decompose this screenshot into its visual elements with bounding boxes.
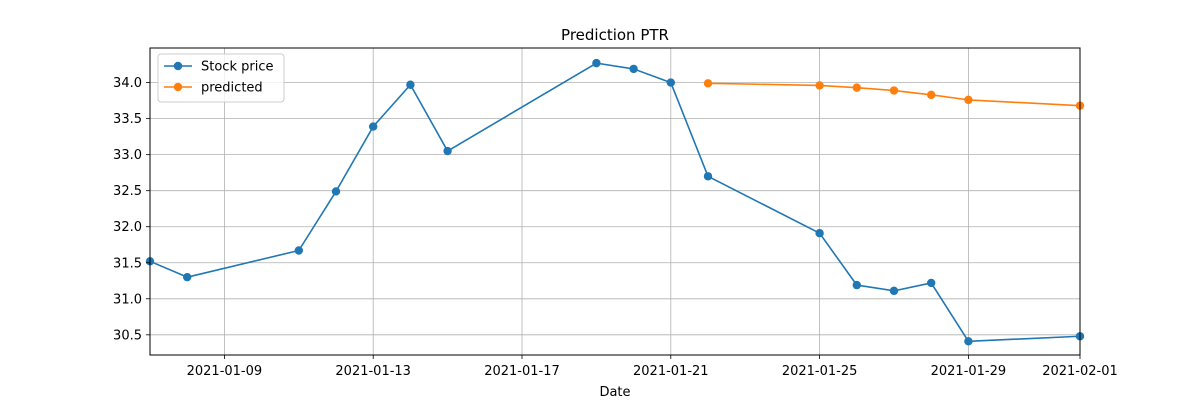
series-1: [703, 79, 1085, 110]
x-tick-label: 2021-02-01: [1042, 364, 1118, 379]
legend-marker: [173, 61, 183, 71]
chart-title: Prediction PTR: [561, 26, 669, 44]
data-point: [852, 280, 861, 290]
y-tick-label: 31.5: [113, 256, 142, 271]
data-point: [889, 86, 899, 95]
data-point: [815, 81, 824, 90]
series-layer: [145, 58, 1085, 346]
legend-marker: [173, 82, 183, 92]
y-tick-label: 33.5: [113, 112, 142, 127]
plot-frame: [149, 47, 1081, 356]
data-point: [964, 95, 973, 105]
x-tick-label: 2021-01-21: [633, 364, 709, 379]
data-point: [666, 78, 675, 87]
series-0: [145, 58, 1085, 346]
data-point: [889, 286, 899, 296]
series-line: [149, 62, 1081, 343]
data-point: [852, 83, 861, 92]
legend-label: predicted: [201, 81, 263, 96]
data-point: [294, 246, 303, 255]
data-point: [927, 90, 936, 100]
x-tick-label: 2021-01-09: [187, 364, 263, 379]
data-point: [443, 146, 452, 156]
data-point: [331, 187, 341, 196]
x-tick-label: 2021-01-17: [484, 364, 560, 379]
legend-item: Stock price: [164, 60, 273, 75]
y-tick-label: 31.0: [113, 292, 142, 307]
data-point: [369, 122, 378, 131]
x-axis-ticks: 2021-01-09 2021-01-13 2021-01-17 2021-01-21…: [187, 355, 1118, 379]
legend-item: predicted: [164, 81, 263, 96]
x-tick-label: 2021-01-29: [931, 364, 1007, 379]
data-point: [406, 80, 415, 89]
data-point: [703, 172, 713, 181]
data-point: [815, 229, 824, 238]
y-axis-ticks: 30.5 31.0 31.5 32.0 32.5 33.0 33.5 34.0: [113, 76, 150, 343]
data-point: [964, 337, 973, 346]
legend-label: Stock price: [201, 60, 273, 75]
data-point: [927, 278, 936, 288]
data-point: [703, 79, 713, 88]
y-tick-label: 32.5: [113, 184, 142, 199]
x-tick-label: 2021-01-13: [335, 364, 411, 379]
data-point: [183, 272, 192, 282]
data-point: [629, 64, 638, 74]
grid-lines: [150, 48, 1081, 355]
x-tick-label: 2021-01-25: [782, 364, 858, 379]
y-tick-label: 30.5: [113, 328, 142, 343]
y-tick-label: 34.0: [113, 76, 142, 91]
data-point: [592, 58, 601, 68]
legend: Stock price predicted: [157, 53, 285, 103]
y-tick-label: 32.0: [113, 220, 142, 235]
x-axis-title: Date: [599, 385, 630, 400]
y-tick-label: 33.0: [113, 148, 142, 163]
